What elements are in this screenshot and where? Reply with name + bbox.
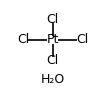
Text: H₂O: H₂O — [40, 73, 65, 86]
Text: Cl: Cl — [76, 33, 88, 46]
Text: Pt: Pt — [46, 33, 59, 46]
Text: Cl: Cl — [46, 13, 59, 26]
Text: Cl: Cl — [46, 54, 59, 67]
Text: Cl: Cl — [17, 33, 29, 46]
